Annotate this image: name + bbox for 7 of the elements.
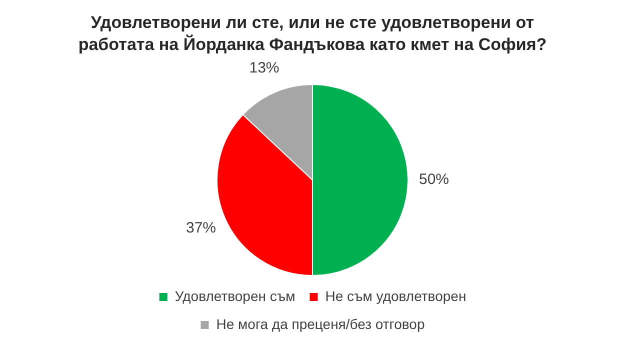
data-label: 50% <box>418 171 450 188</box>
data-label: 37% <box>186 219 216 236</box>
legend-label: Удовлетворен съм <box>174 288 296 304</box>
legend-label: Не съм удовлетворен <box>325 288 466 304</box>
legend-label: Не мога да преценя/без отговор <box>216 316 425 332</box>
chart-title: Удовлетворени ли сте, или не сте удовлетворени от работата на Йорданка Фандъкова като кмет на София? <box>78 12 548 56</box>
data-label: 13% <box>249 60 280 77</box>
